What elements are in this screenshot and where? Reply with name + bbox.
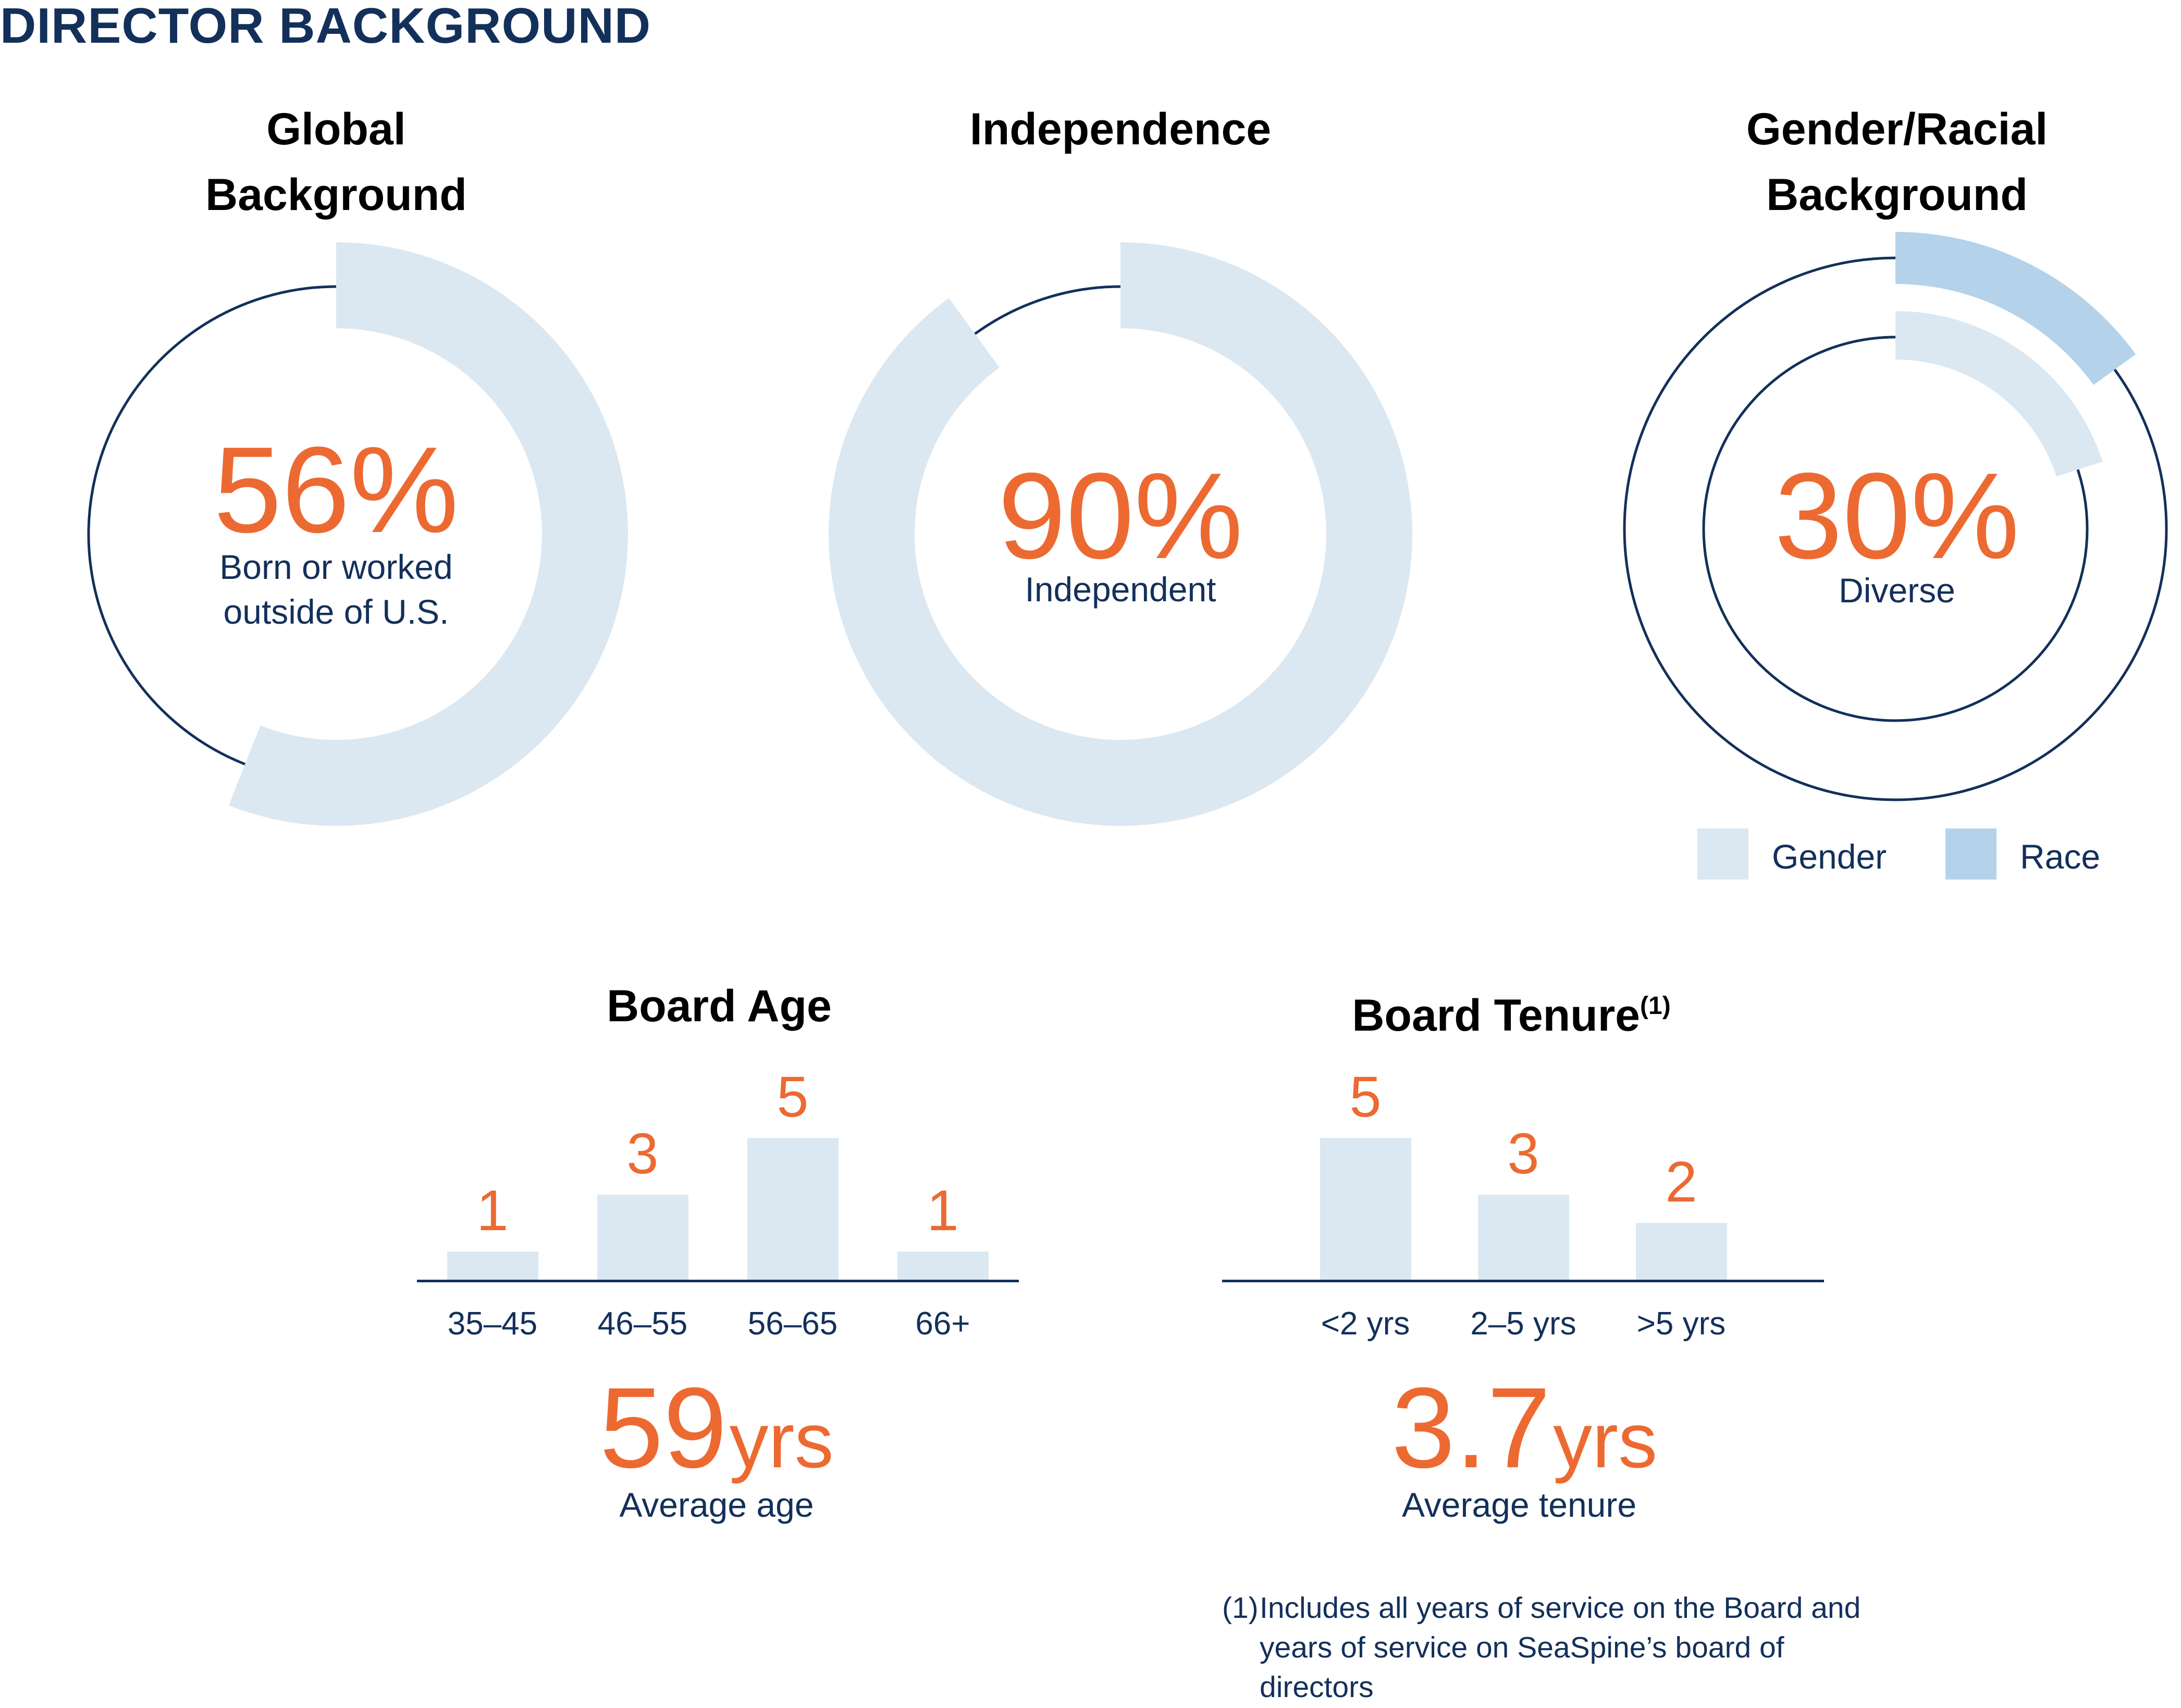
donut-charts [87, 232, 2168, 826]
board-age-value-label-3: 1 [927, 1178, 959, 1243]
board-age-value-label-1: 3 [626, 1121, 659, 1186]
global-background-title: Global Background [205, 104, 467, 220]
average-age-number: 59 [599, 1364, 728, 1492]
board-age-value-label-2: 5 [777, 1065, 809, 1129]
board-age-bar-3 [897, 1251, 989, 1280]
board-age-category-label-2: 56–65 [747, 1306, 838, 1342]
board-age-category-label-1: 46–55 [597, 1306, 688, 1342]
board-tenure-category-label-0: <2 yrs [1321, 1306, 1410, 1342]
independence-caption: Independent [1025, 570, 1216, 609]
average-tenure-unit: yrs [1553, 1396, 1658, 1484]
board-age-bar-2 [747, 1138, 839, 1280]
board-tenure-baseline [1222, 1280, 1824, 1282]
average-tenure-number: 3.7 [1391, 1364, 1551, 1492]
legend-race-swatch [1945, 828, 1997, 880]
footnote-mark: (1) [1222, 1591, 1259, 1625]
board-age-bar-0 [447, 1251, 538, 1280]
independence-donut-value-segment [828, 242, 1412, 826]
board-tenure-title: Board Tenure(1) [1251, 973, 1772, 1048]
board-tenure-category-label-1: 2–5 yrs [1470, 1306, 1576, 1342]
board-age-category-label-0: 35–45 [447, 1306, 538, 1342]
legend-race-label: Race [2020, 837, 2101, 876]
legend-gender-swatch [1697, 828, 1748, 880]
average-age-value: 59 yrs [469, 1370, 964, 1523]
footnote-text: Includes all years of service on the Boa… [1260, 1591, 1861, 1704]
board-tenure-value-label-1: 3 [1507, 1121, 1539, 1186]
board-age-title: Board Age [607, 981, 832, 1031]
independence-donut-remainder-arc [974, 285, 1121, 335]
race-segment [1895, 232, 2136, 385]
board-tenure-bar-2 [1635, 1223, 1727, 1280]
gender-racial-percent: 30% [1774, 447, 2020, 584]
board-tenure-footnote-ref: (1) [1640, 992, 1671, 1020]
independence-title: Independence [969, 104, 1272, 154]
average-tenure-caption: Average tenure [1401, 1486, 1637, 1524]
global-background-donut-value-segment [228, 242, 629, 826]
board-age-chart: 1 35–45 3 46–55 5 56–65 1 66+ [417, 1042, 1019, 1355]
board-tenure-value-label-0: 5 [1349, 1065, 1382, 1129]
board-age-category-label-3: 66+ [915, 1306, 970, 1342]
legend-gender-label: Gender [1772, 837, 1887, 876]
board-age-value-label-0: 1 [476, 1178, 509, 1243]
board-age-bar-1 [597, 1194, 688, 1280]
independence-percent: 90% [997, 447, 1243, 584]
board-tenure-bar-0 [1320, 1138, 1411, 1280]
board-tenure-bar-1 [1477, 1194, 1569, 1280]
global-background-percent: 56% [213, 421, 459, 558]
average-tenure-value: 3.7 yrs [1277, 1370, 1772, 1523]
board-tenure-chart: 5 <2 yrs 3 2–5 yrs 2 >5 yrs [1222, 1042, 1824, 1355]
page-title: DIRECTOR BACKGROUND [0, 0, 651, 54]
average-age-unit: yrs [729, 1396, 834, 1484]
board-tenure-value-label-2: 2 [1665, 1150, 1697, 1215]
global-background-caption: Born or worked outside of U.S. [219, 548, 453, 631]
board-age-baseline [417, 1280, 1019, 1282]
gender-racial-title: Gender/Racial Background [1746, 104, 2048, 220]
gender-segment [1895, 311, 2103, 477]
board-tenure-title-text: Board Tenure [1352, 991, 1641, 1041]
average-age-caption: Average age [619, 1486, 814, 1524]
footnote: (1) Includes all years of service on the… [1222, 1588, 1900, 1708]
gender-racial-caption: Diverse [1839, 571, 1955, 610]
board-tenure-category-label-2: >5 yrs [1636, 1306, 1726, 1342]
global-background-donut-remainder-arc [87, 285, 337, 765]
